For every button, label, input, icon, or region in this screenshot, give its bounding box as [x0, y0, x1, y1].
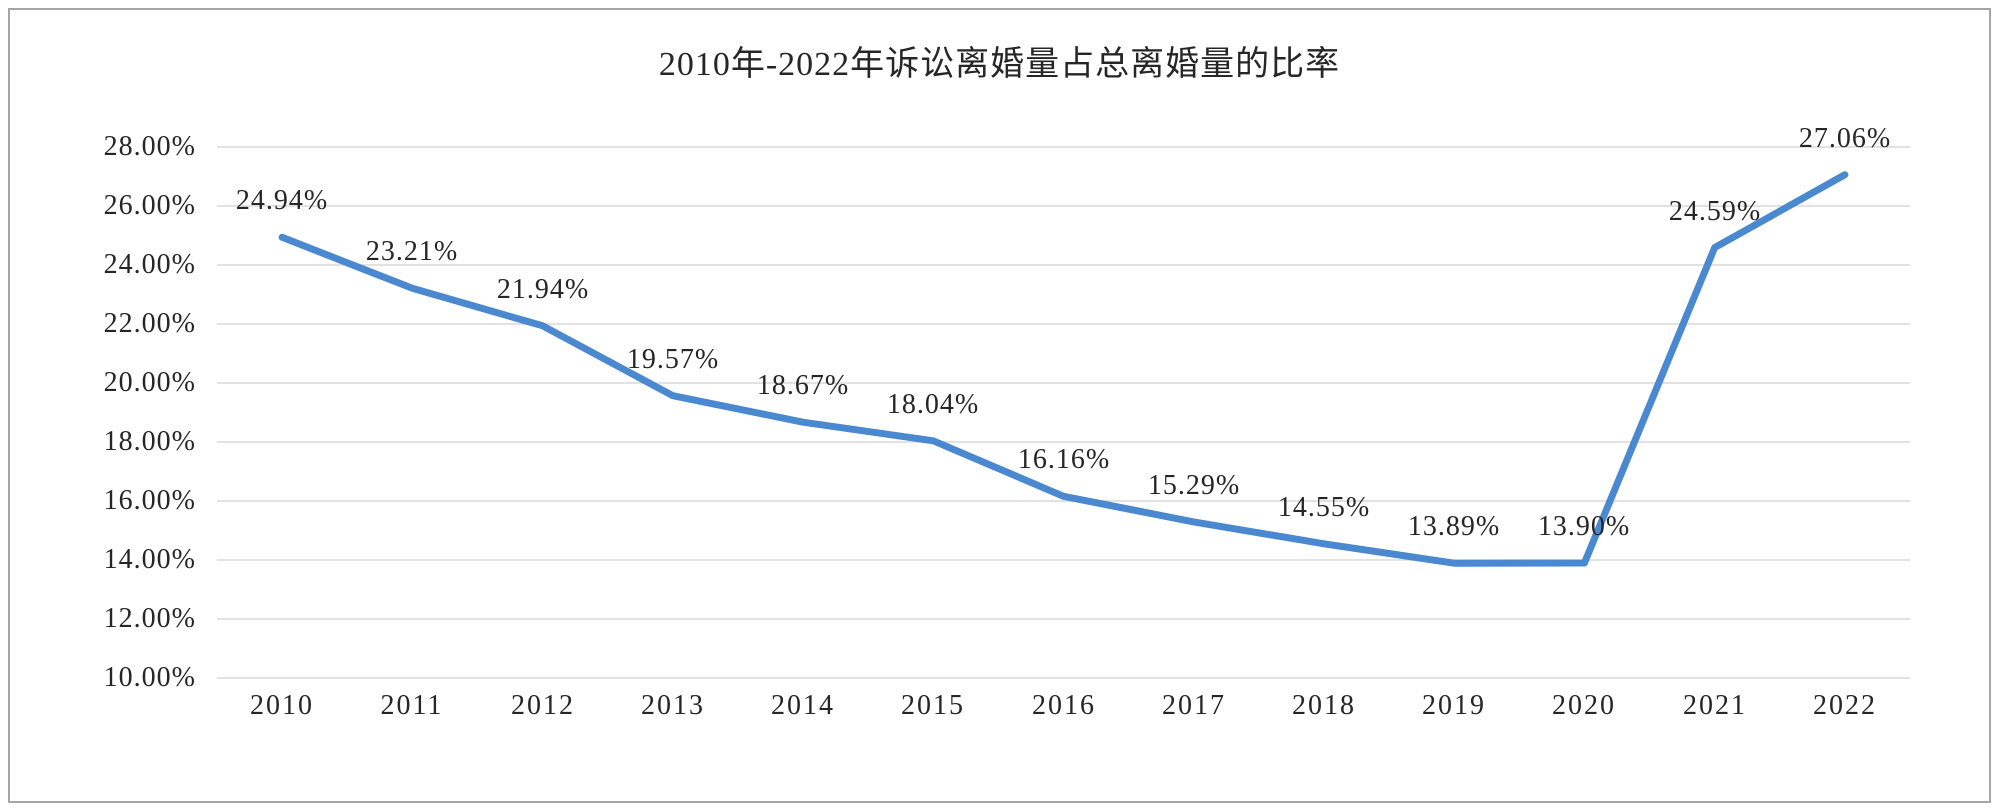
data-point-label: 13.89%: [1407, 511, 1501, 542]
y-axis-tick-label: 20.00%: [103, 367, 196, 398]
y-axis-tick-label: 12.00%: [103, 603, 196, 634]
x-axis-tick-label: 2021: [1683, 690, 1747, 721]
x-axis-tick-label: 2022: [1813, 690, 1877, 721]
x-axis-tick-label: 2011: [380, 690, 444, 721]
data-point-label: 21.94%: [496, 274, 590, 305]
x-axis-tick-label: 2012: [511, 690, 575, 721]
y-axis-tick-label: 28.00%: [103, 131, 196, 162]
data-point-label: 13.90%: [1537, 511, 1631, 542]
y-axis-tick-label: 18.00%: [103, 426, 196, 457]
data-point-label: 24.94%: [235, 185, 329, 216]
y-axis-tick-label: 26.00%: [103, 190, 196, 221]
x-axis-tick-label: 2017: [1162, 690, 1226, 721]
x-axis-tick-label: 2018: [1292, 690, 1356, 721]
data-point-label: 18.04%: [886, 389, 980, 420]
chart-title: 2010年-2022年诉讼离婚量占总离婚量的比率: [658, 46, 1341, 83]
y-axis-tick-label: 16.00%: [103, 485, 196, 516]
data-line-series: [278, 171, 1849, 567]
x-axis-tick-label: 2013: [641, 690, 705, 721]
data-point-label: 16.16%: [1017, 444, 1111, 475]
x-axis-tick-label: 2019: [1422, 690, 1486, 721]
x-axis-tick-label: 2014: [771, 690, 835, 721]
data-point-label: 18.67%: [756, 370, 850, 401]
x-axis-tick-label: 2020: [1552, 690, 1616, 721]
x-axis-tick-label: 2016: [1032, 690, 1096, 721]
y-axis-tick-label: 24.00%: [103, 249, 196, 280]
data-point-label: 23.21%: [365, 236, 459, 267]
y-axis-tick-label: 14.00%: [103, 544, 196, 575]
data-point-label: 15.29%: [1147, 470, 1241, 501]
x-axis-tick-label: 2010: [250, 690, 314, 721]
y-axis-tick-label: 22.00%: [103, 308, 196, 339]
data-point-label: 19.57%: [626, 344, 720, 375]
y-axis-tick-label: 10.00%: [103, 662, 196, 693]
data-point-label: 27.06%: [1798, 123, 1892, 154]
x-axis-tick-label: 2015: [901, 690, 965, 721]
data-point-label: 24.59%: [1668, 196, 1762, 227]
data-point-label: 14.55%: [1277, 492, 1371, 523]
